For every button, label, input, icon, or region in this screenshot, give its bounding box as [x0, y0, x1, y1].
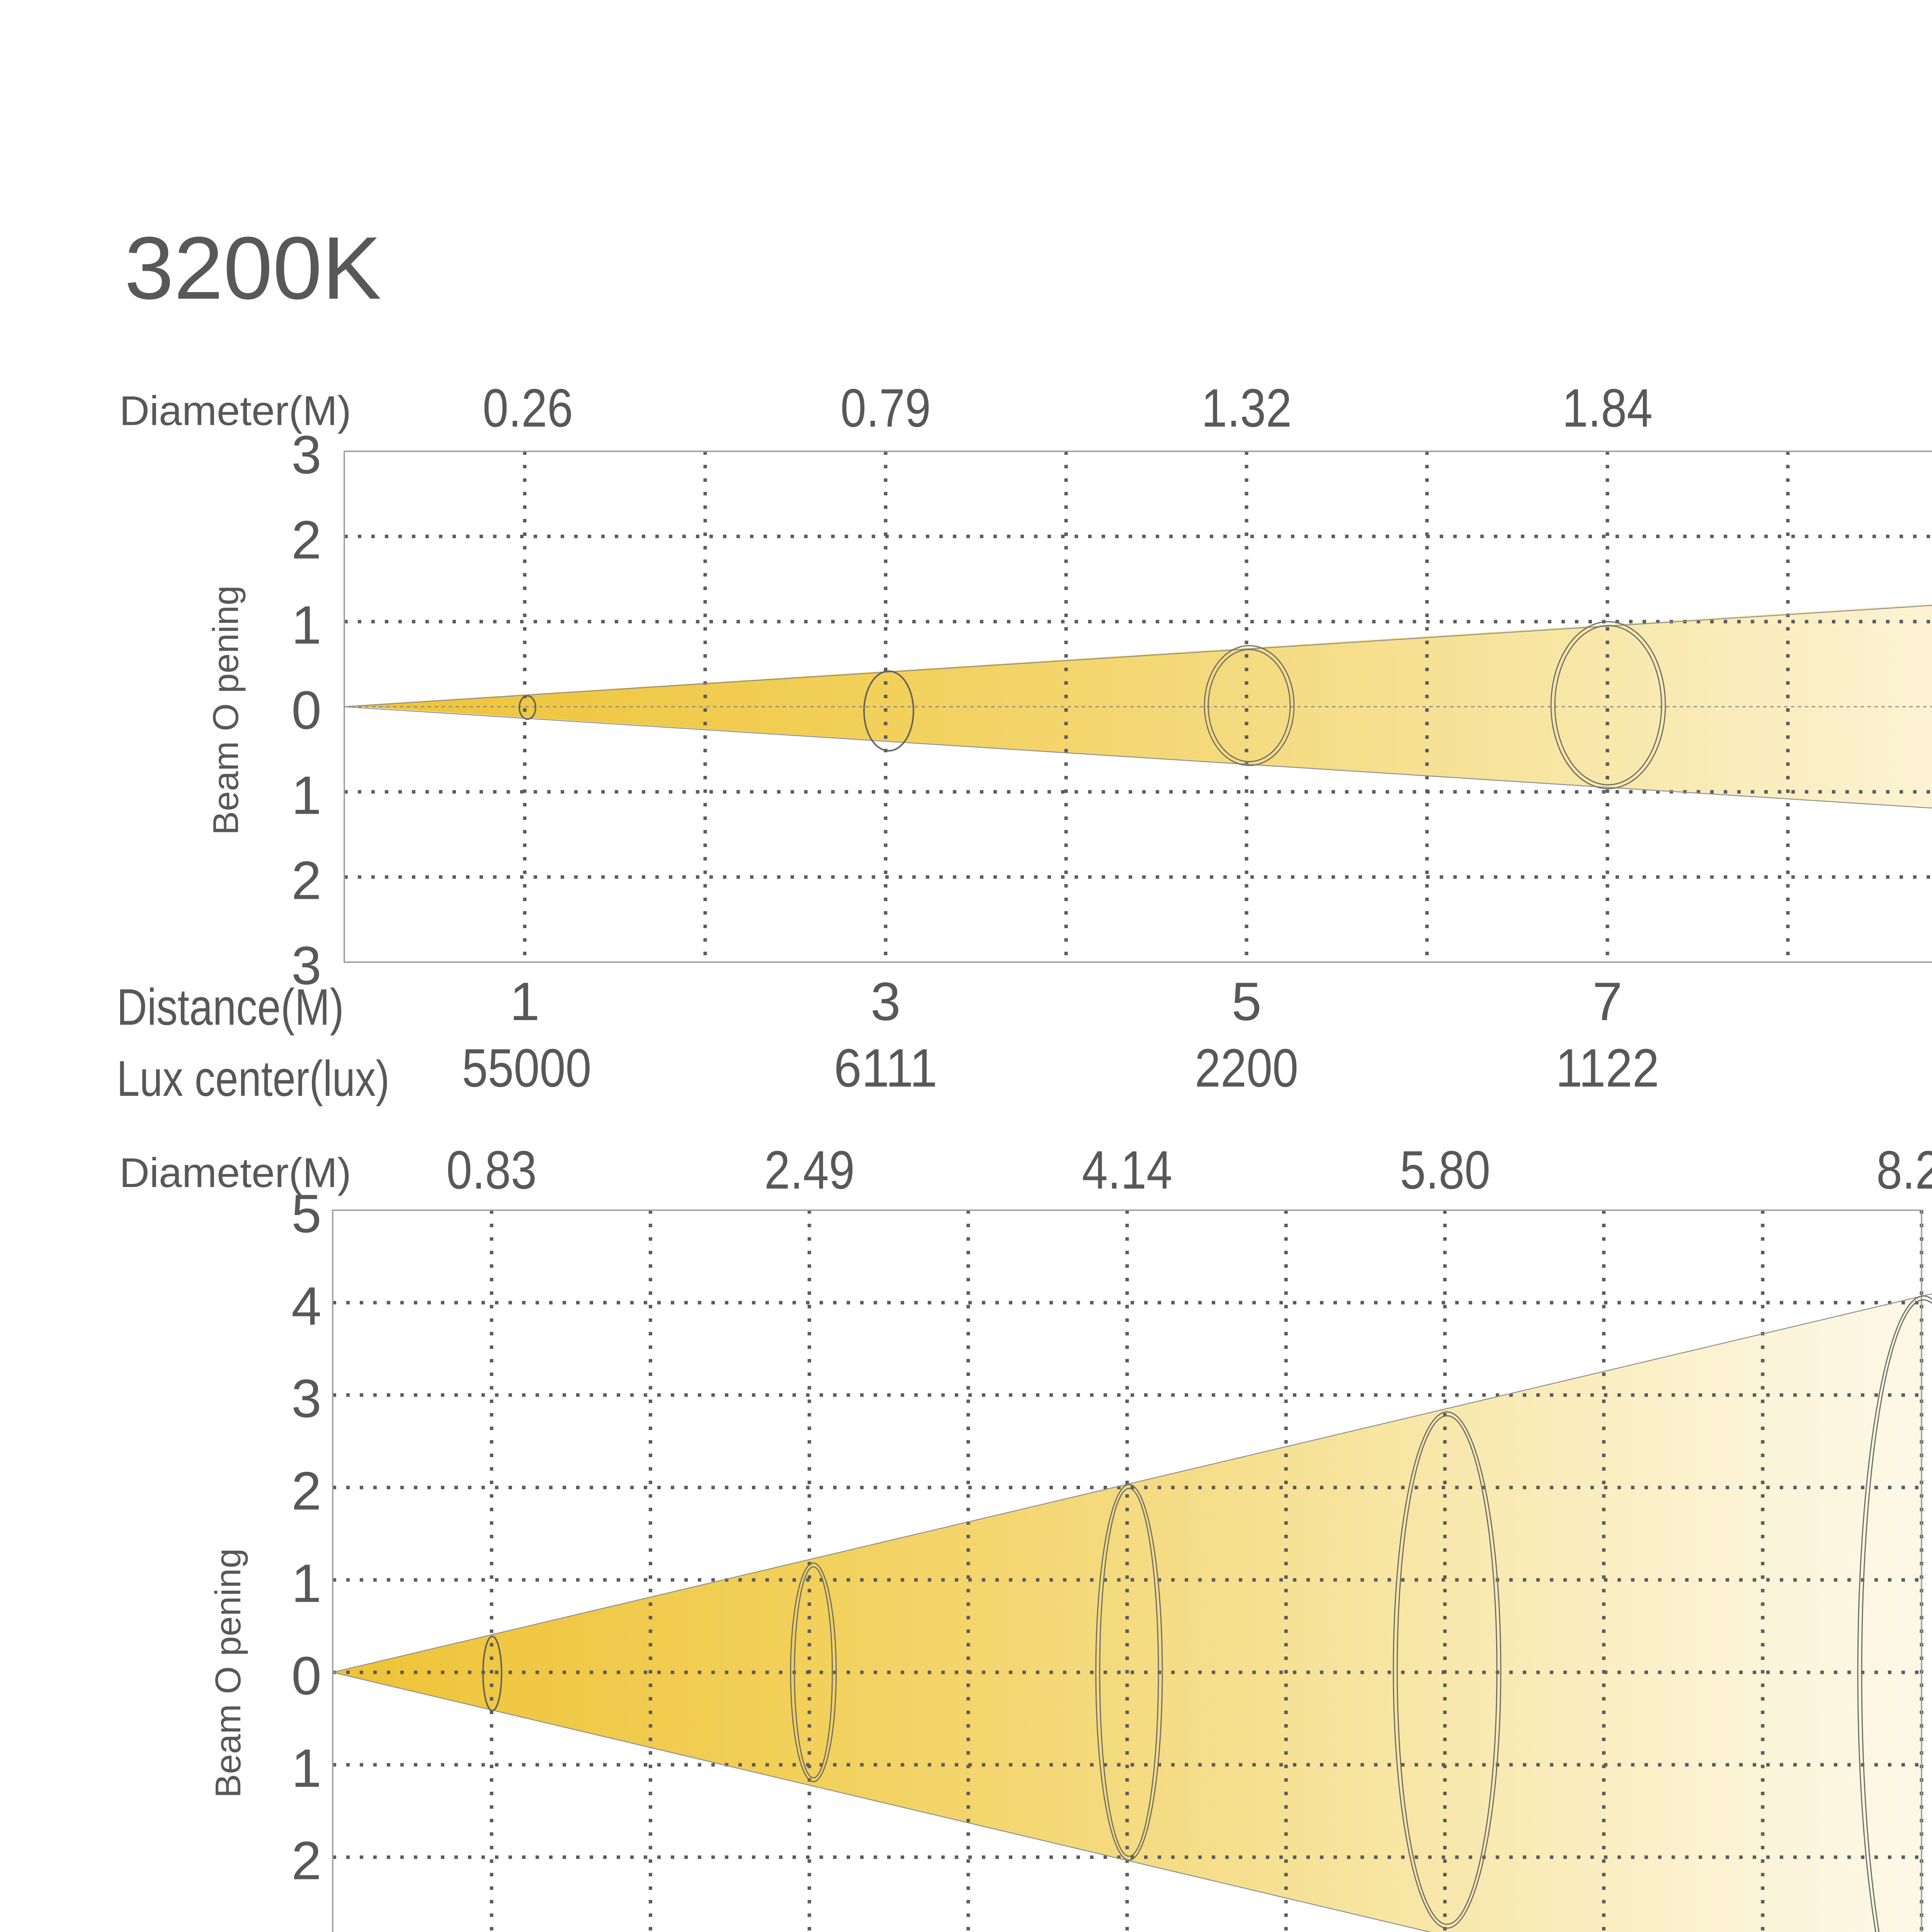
- svg-text:2: 2: [291, 1461, 321, 1521]
- svg-text:8.28: 8.28: [1876, 1139, 1932, 1200]
- svg-text:1122: 1122: [1556, 1037, 1659, 1098]
- svg-text:0: 0: [291, 680, 321, 740]
- svg-text:2200: 2200: [1195, 1037, 1298, 1098]
- svg-text:3: 3: [291, 1368, 321, 1429]
- svg-text:5: 5: [1231, 971, 1262, 1032]
- svg-text:7: 7: [1592, 971, 1622, 1032]
- svg-text:0.79: 0.79: [840, 378, 931, 438]
- svg-text:2: 2: [291, 509, 321, 570]
- svg-text:Beam O pening: Beam O pening: [206, 585, 246, 835]
- svg-text:3: 3: [291, 935, 321, 996]
- svg-text:1: 1: [291, 1738, 321, 1798]
- svg-text:5.80: 5.80: [1400, 1139, 1490, 1200]
- svg-text:3: 3: [291, 424, 321, 485]
- svg-text:0.83: 0.83: [446, 1139, 537, 1200]
- svg-text:2: 2: [291, 850, 321, 911]
- svg-text:5: 5: [291, 1183, 321, 1244]
- svg-text:4.14: 4.14: [1082, 1139, 1172, 1200]
- svg-text:3: 3: [871, 971, 901, 1032]
- svg-text:55000: 55000: [462, 1037, 592, 1098]
- svg-text:1: 1: [291, 1553, 321, 1614]
- svg-text:3: 3: [291, 1923, 321, 1932]
- svg-text:0: 0: [291, 1645, 321, 1706]
- svg-text:1: 1: [510, 971, 540, 1032]
- svg-text:Beam O pening: Beam O pening: [208, 1548, 248, 1798]
- svg-text:Lux center(lux): Lux center(lux): [117, 1050, 389, 1107]
- svg-text:1.84: 1.84: [1562, 378, 1653, 438]
- svg-text:Distance(M): Distance(M): [117, 979, 344, 1036]
- svg-text:2: 2: [291, 1830, 321, 1891]
- svg-text:2.49: 2.49: [764, 1139, 855, 1200]
- svg-text:3200K: 3200K: [124, 218, 381, 318]
- svg-text:1.32: 1.32: [1201, 378, 1292, 438]
- svg-text:4: 4: [291, 1276, 321, 1336]
- svg-text:Diameter(M): Diameter(M): [119, 1149, 351, 1196]
- svg-text:1: 1: [291, 595, 321, 655]
- svg-text:6111: 6111: [834, 1037, 937, 1098]
- svg-text:1: 1: [291, 765, 321, 825]
- svg-text:Diameter(M): Diameter(M): [119, 387, 351, 434]
- svg-text:0.26: 0.26: [483, 378, 573, 438]
